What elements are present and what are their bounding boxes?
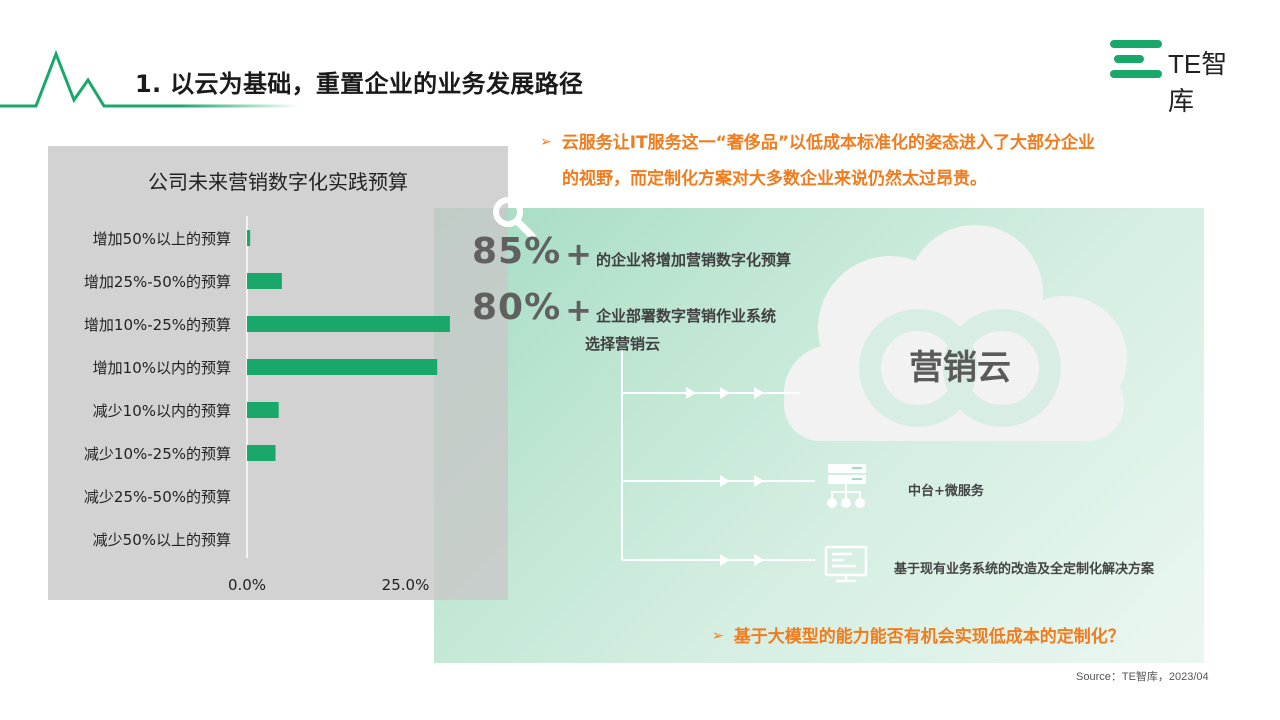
bar — [247, 402, 279, 418]
flow-arrow-icon — [720, 387, 730, 399]
bullet-top-line2: 的视野，而定制化方案对大多数企业来说仍然太过昂贵。 — [562, 169, 987, 189]
category-label: 增加10%以内的预算 — [93, 359, 231, 377]
logo-mark-icon — [1110, 40, 1162, 80]
category-label: 增加50%以上的预算 — [93, 230, 231, 248]
flow-diagram — [621, 350, 815, 566]
cloud-label: 营销云 — [909, 348, 1011, 388]
stat-desc: 的企业将增加营销数字化预算 — [595, 251, 791, 269]
flow-arrow-icon — [720, 554, 730, 566]
branch-label-custom: 基于现有业务系统的改造及全定制化解决方案 — [894, 562, 1155, 577]
category-label: 减少10%以内的预算 — [93, 402, 231, 420]
chart-title: 公司未来营销数字化实践预算 — [148, 170, 408, 194]
arrow-right-icon: ➢ — [540, 134, 552, 150]
arrow-right-icon: ➢ — [712, 628, 724, 644]
bar — [247, 230, 251, 246]
x-tick-label: 25.0% — [382, 576, 430, 594]
bullet-top: ➢ 云服务让IT服务这一“奢侈品”以低成本标准化的姿态进入了大部分企业 的视野，而… — [540, 124, 1210, 197]
brand-logo: TE智库 — [1110, 40, 1250, 116]
category-label: 增加10%-25%的预算 — [84, 316, 231, 334]
stat-plus: + — [565, 291, 592, 329]
category-label: 减少10%-25%的预算 — [84, 445, 231, 463]
bar — [247, 316, 450, 332]
stat-desc-line2: 选择营销云 — [585, 335, 661, 353]
chart-panel: 公司未来营销数字化实践预算 增加50%以上的预算 增加25%-50%的预算 增加10… — [48, 146, 508, 600]
bullet-top-line1: 云服务让IT服务这一“奢侈品”以低成本标准化的姿态进入了大部分企业 — [561, 133, 1096, 153]
stat-plus: + — [565, 235, 592, 273]
stat-85: 85% + 的企业将增加营销数字化预算 — [472, 231, 791, 273]
x-tick-label: 0.0% — [228, 576, 266, 594]
page-title: 1. 以云为基础，重置企业的业务发展路径 — [135, 70, 584, 98]
stat-80: 80% + 企业部署数字营销作业系统 — [472, 287, 776, 329]
server-network-icon — [827, 464, 866, 508]
bar — [247, 445, 276, 461]
monitor-code-icon — [824, 545, 868, 583]
bar — [247, 273, 282, 289]
cloud-icon — [784, 225, 1127, 441]
stat-value: 85% — [472, 231, 562, 272]
magnifier-icon — [493, 197, 536, 240]
bar — [247, 359, 438, 375]
stat-value: 80% — [472, 287, 562, 328]
flow-arrow-icon — [686, 387, 696, 399]
flow-arrow-icon — [754, 554, 764, 566]
source-note: Source：TE智库，2023/04 — [1076, 671, 1209, 683]
bar-chart: 增加50%以上的预算增加25%-50%的预算增加10%-25%的预算增加10%以… — [84, 216, 450, 594]
category-label: 减少25%-50%的预算 — [84, 488, 231, 506]
category-label: 增加25%-50%的预算 — [84, 273, 231, 291]
flow-arrow-icon — [754, 475, 764, 487]
bullet-bottom-text: 基于大模型的能力能否有机会实现低成本的定制化？ — [733, 627, 1125, 647]
category-label: 减少50%以上的预算 — [93, 531, 231, 549]
logo-text: TE智库 — [1168, 49, 1228, 116]
branch-label-middle: 中台+微服务 — [908, 484, 984, 499]
heartbeat-decoration — [0, 49, 300, 108]
bullet-bottom: ➢ 基于大模型的能力能否有机会实现低成本的定制化？ — [712, 618, 1125, 655]
flow-arrow-icon — [754, 387, 764, 399]
flow-arrow-icon — [720, 475, 730, 487]
stat-desc: 企业部署数字营销作业系统 — [595, 307, 776, 325]
